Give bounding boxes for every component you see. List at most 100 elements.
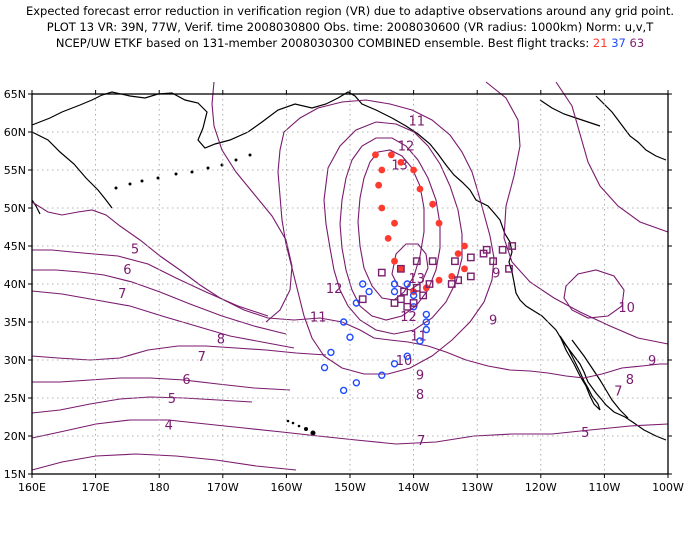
track-63-square (425, 280, 434, 288)
track-63-square (412, 257, 421, 266)
track-63-square (508, 242, 517, 250)
contour-value-label: 8 (217, 333, 225, 348)
coastline-siberia (31, 199, 41, 215)
contour-value-label: 10 (396, 354, 413, 369)
track-21-dot (378, 166, 386, 174)
contour-value-label: 6 (182, 373, 190, 388)
lon-label: 180 (149, 481, 170, 494)
title-line-3-text: NCEP/UW ETKF based on 131-member 2008030… (55, 36, 593, 50)
lat-label: 35N (4, 316, 26, 329)
track-63-square (447, 280, 456, 288)
track-37-circle (416, 337, 424, 345)
track-63-square (466, 253, 475, 262)
lon-label: 170E (82, 481, 110, 494)
contour-value-label: 9 (492, 267, 500, 282)
track-37-circle (365, 287, 373, 296)
lon-label: 120W (525, 481, 557, 494)
track-37-circle (339, 386, 348, 395)
track-21-dot (448, 273, 456, 280)
lon-label: 110W (588, 481, 620, 494)
track-37-circle (422, 318, 431, 326)
lat-label: 55N (4, 164, 26, 177)
track-21-dot (416, 185, 424, 193)
track-63-square (451, 257, 459, 266)
track-21-dot (435, 276, 443, 284)
contour-value-label: 6 (123, 263, 131, 278)
title-line-1: Expected forecast error reduction in ver… (25, 4, 675, 18)
contour-value-label: 12 (398, 140, 415, 155)
contour-value-label: 7 (118, 287, 126, 302)
track-63-square (412, 283, 421, 292)
lat-label: 50N (4, 202, 26, 215)
track-63-square (358, 295, 367, 304)
track-21-dot (410, 166, 417, 174)
track-21-dot (391, 257, 398, 265)
contour-value-label: 9 (416, 368, 424, 383)
track-63-square (396, 264, 405, 273)
axis-ticks (28, 90, 672, 478)
contour-value-label: 11 (310, 311, 327, 326)
track-21-dot (397, 159, 405, 166)
coastline-arctic (539, 99, 601, 127)
track-37-circle (320, 363, 329, 372)
track-label-63: 63 (629, 36, 645, 50)
contour-value-label: 12 (326, 282, 343, 297)
lon-label: 140W (398, 481, 430, 494)
track-21-dot (429, 200, 437, 208)
contour-value-label: 10 (618, 301, 635, 316)
lat-label: 45N (4, 240, 26, 253)
coastline-mexico (571, 339, 629, 419)
lon-label: 130W (461, 481, 493, 494)
contour-value-label: 5 (581, 426, 589, 441)
contour-value-label: 12 (400, 310, 417, 325)
coastline-hudson (595, 95, 667, 161)
lat-label: 40N (4, 278, 26, 291)
track-37-circle (390, 280, 399, 288)
lon-label: 160E (18, 481, 46, 494)
track-63-square (505, 264, 513, 273)
contour-value-label: 5 (131, 242, 139, 257)
track-21-dot (372, 151, 379, 159)
islands (114, 153, 316, 436)
track-63-square (466, 272, 475, 281)
track-63-square (419, 291, 428, 300)
title-line-2: PLOT 13 VR: 39N, 77W, Verif. time 200803… (46, 20, 654, 34)
track-label-21: 21 (592, 36, 608, 50)
contour-value-label: 9 (489, 314, 497, 329)
track-21-dot (397, 265, 405, 273)
track-63-square (390, 299, 399, 307)
track-21-dot (435, 219, 443, 227)
track-63-square (400, 287, 408, 296)
lat-label: 30N (4, 354, 26, 367)
coastline-north-america (31, 91, 667, 441)
contour-value-label: 7 (198, 350, 206, 365)
track-37-circle (339, 318, 348, 326)
contour-value-label: 7 (417, 434, 425, 449)
track-21-dot (387, 151, 395, 159)
track-63-square (498, 245, 507, 254)
lon-label: 100W (652, 481, 684, 494)
track-63-square (428, 257, 437, 266)
lat-label: 15N (4, 468, 26, 481)
contour-value-label: 4 (165, 419, 173, 434)
contour-value-label: 7 (614, 384, 622, 399)
track-21-dot (375, 181, 383, 189)
lat-label: 20N (4, 430, 26, 443)
title-line-3: NCEP/UW ETKF based on 131-member 2008030… (0, 36, 700, 50)
contour-value-label: 9 (648, 354, 656, 369)
lat-label: 25N (4, 392, 26, 405)
lon-label: 150W (334, 481, 366, 494)
grid-lines (32, 94, 668, 474)
track-label-37: 37 (611, 36, 626, 50)
track-37-circle (422, 310, 431, 319)
coastline-baja (559, 335, 601, 411)
track-37-circle (403, 280, 411, 288)
track-21-dot (461, 242, 468, 250)
track-37-circle (359, 280, 367, 288)
lon-label: 170W (207, 481, 239, 494)
lat-label: 60N (4, 126, 26, 139)
track-21-dot (384, 235, 392, 242)
track-63-square (482, 245, 491, 254)
contour-value-label: 8 (626, 373, 634, 388)
